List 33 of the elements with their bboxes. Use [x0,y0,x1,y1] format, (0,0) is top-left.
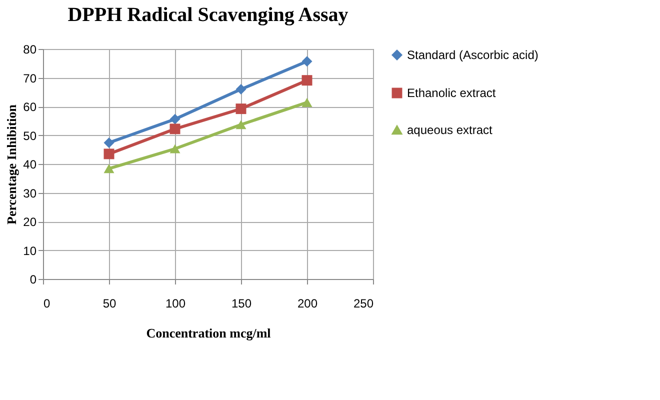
point [302,56,312,67]
x-tick-label: 0 [44,296,50,310]
point [170,144,180,154]
y-tick-label: 10 [23,244,37,258]
y-tick-label: 30 [23,186,37,200]
point [104,164,114,174]
point [236,104,246,114]
y-tick-label: 80 [23,42,37,56]
y-tick-label: 0 [30,272,37,286]
point [104,148,114,160]
point [236,120,246,130]
point [170,124,180,134]
y-tick-label: 50 [23,128,37,143]
point [104,137,114,148]
y-tick-label: 60 [23,100,37,114]
point [302,75,312,86]
y-tick-label: 20 [23,215,37,229]
y-tick-label: 40 [23,158,37,172]
x-tick-label: 200 [297,296,318,310]
x-tick-label: 100 [165,296,186,310]
point [302,98,312,108]
y-axis-title: Percentage Inhibition [4,104,20,225]
y-tick-label: 70 [23,71,37,86]
chart-title: DPPH Radical Scavenging Assay [68,4,348,26]
x-axis-title: Concentration mcg/ml [146,326,272,340]
point [236,84,246,94]
x-tick-label: 150 [231,296,252,310]
legend-label: aqueous extract [407,123,494,137]
x-tick-label: 250 [353,296,374,310]
legend-label: Standard (Ascorbic acid) [407,48,538,62]
point [170,114,180,124]
legend-label: Ethanolic extract [407,86,496,100]
x-tick-label: 50 [102,296,116,310]
